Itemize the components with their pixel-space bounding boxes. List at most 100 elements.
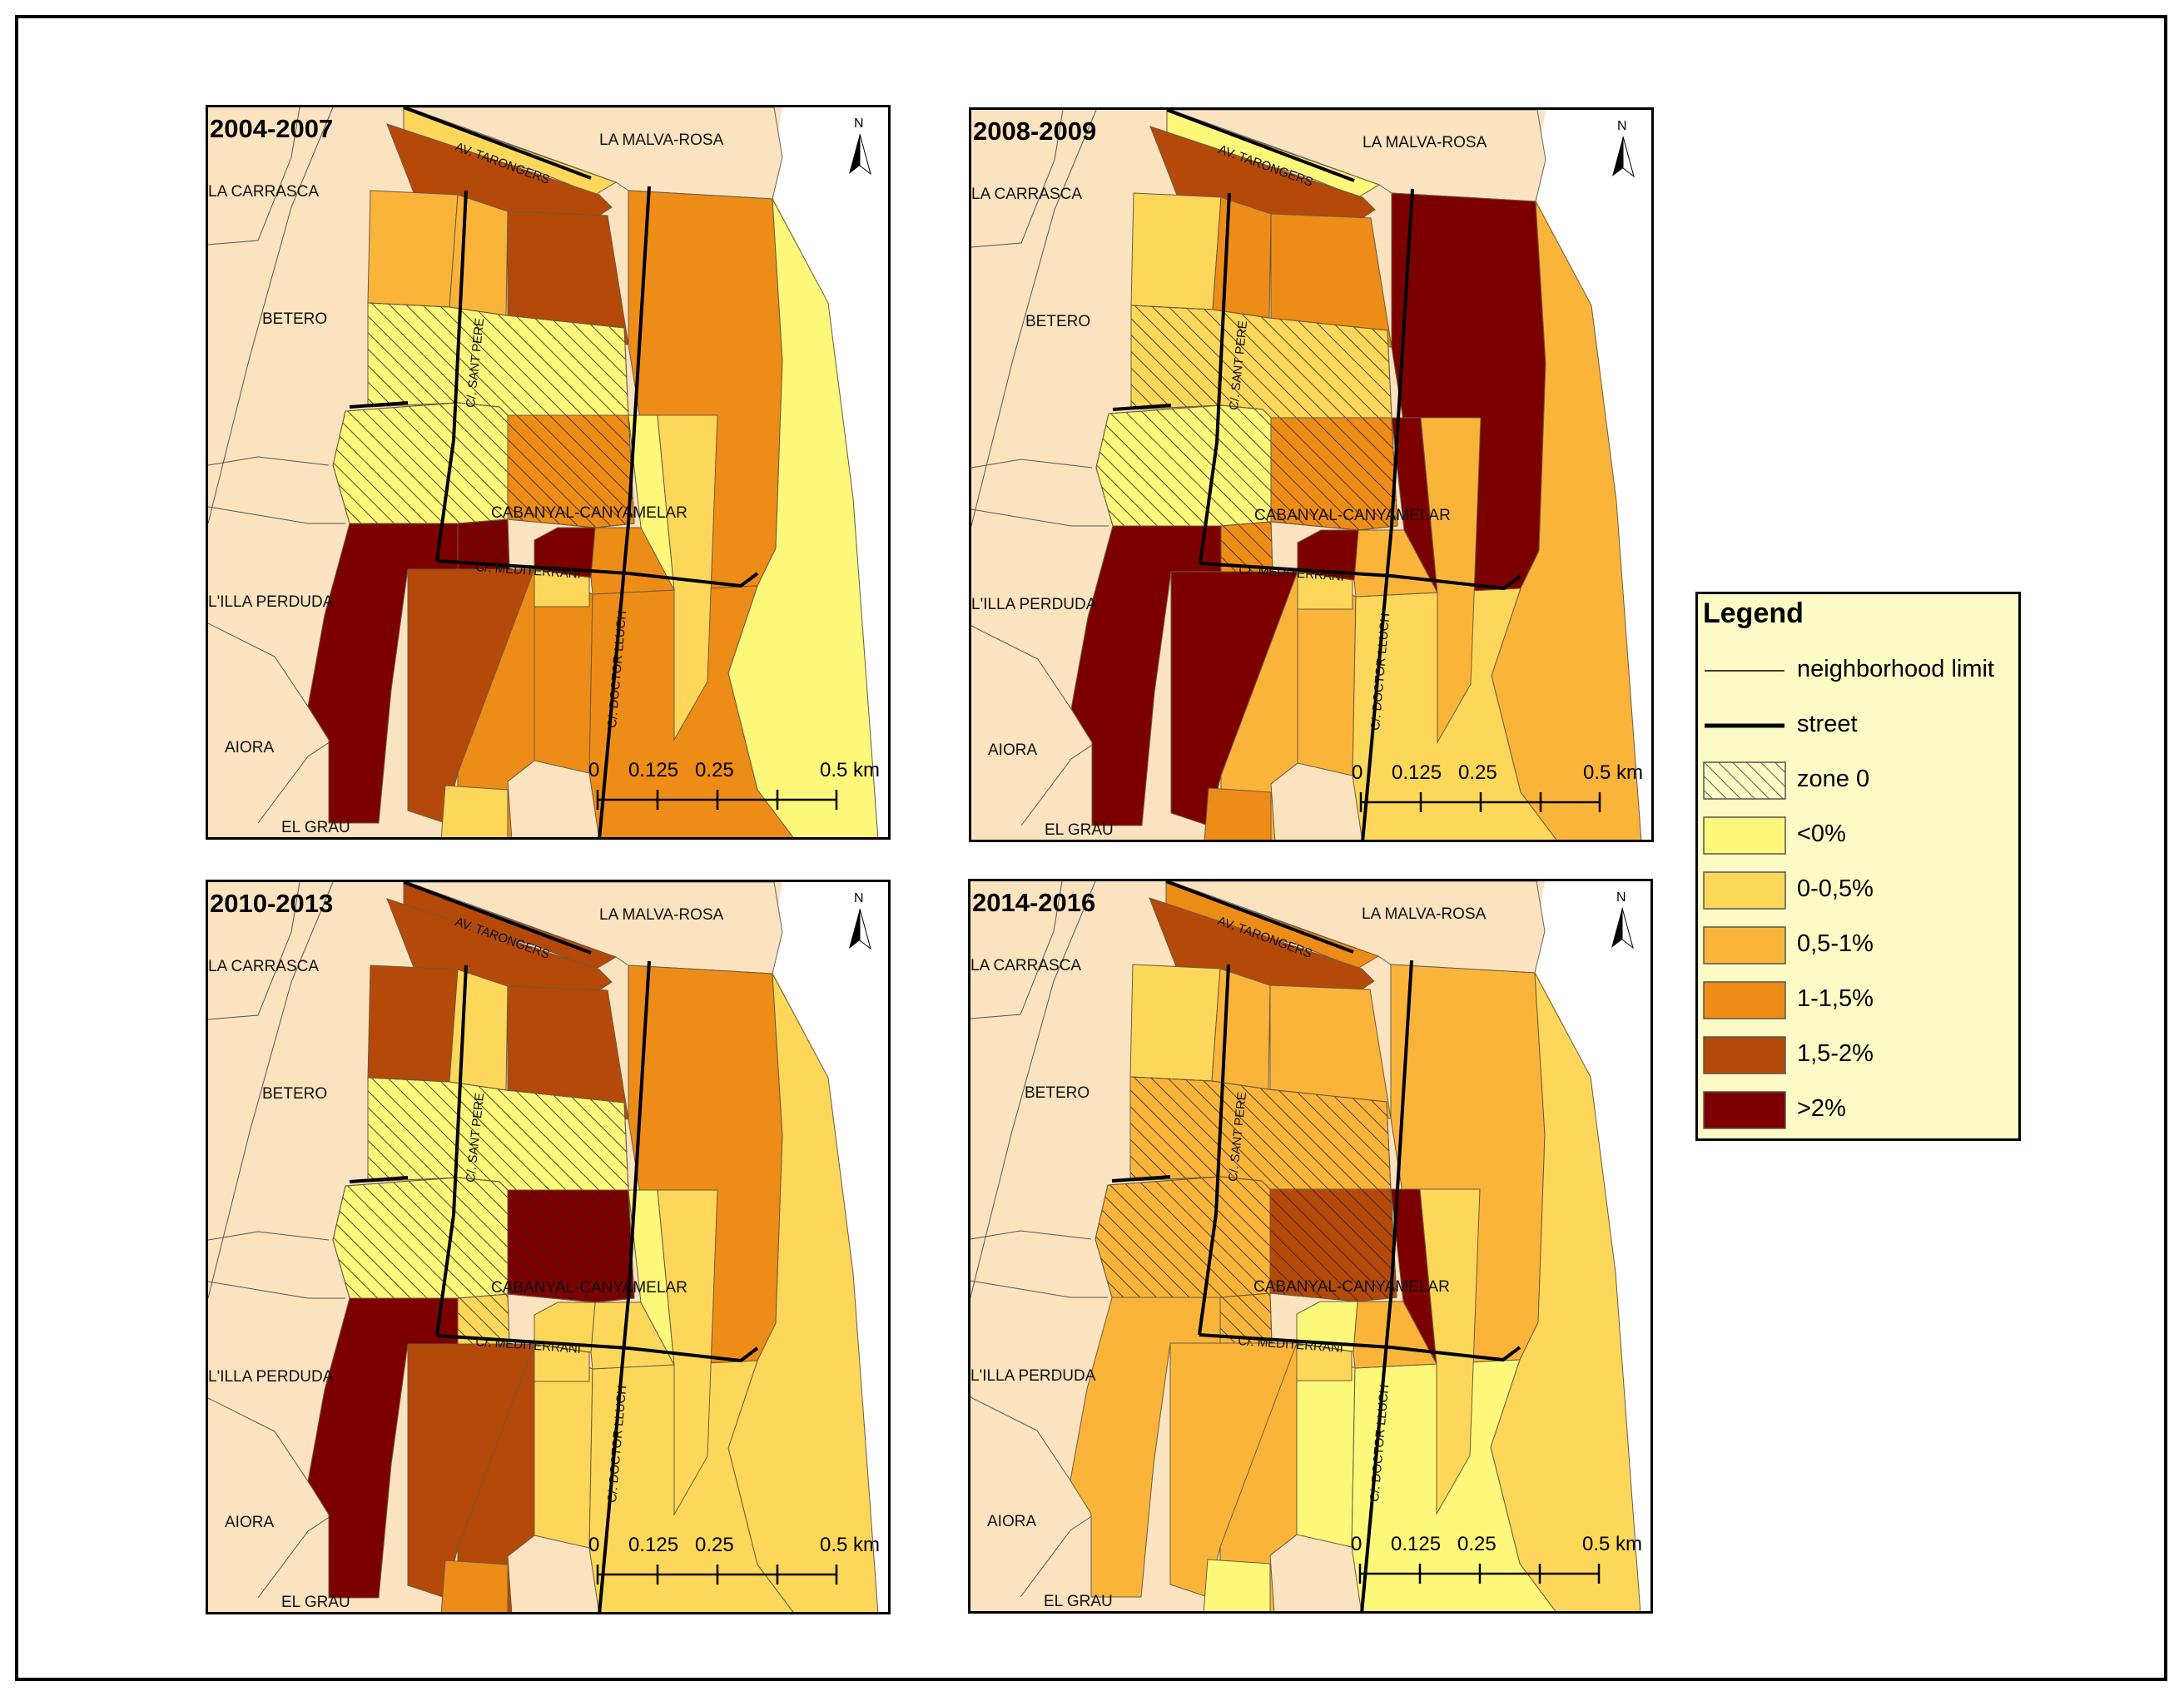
scale-label-0125: 0.125 <box>1391 1533 1442 1555</box>
legend-label: <0% <box>1797 821 1846 847</box>
panel-title: 2010-2013 <box>210 889 334 918</box>
census-block-T <box>457 1343 535 1612</box>
label-la-carrasca: LA CARRASCA <box>208 958 320 975</box>
census-block-D <box>1211 968 1271 1090</box>
scale-label-0125: 0.125 <box>628 759 679 781</box>
label-el-grau: EL GRAU <box>1045 821 1114 839</box>
neighborhood-limit <box>971 508 1109 527</box>
legend-label: 0,5-1% <box>1797 930 1874 957</box>
neighborhood-limit <box>970 1396 1071 1481</box>
street-c-doctor-lluch <box>598 186 651 837</box>
panel-title: 2008-2009 <box>973 117 1097 146</box>
census-block-W <box>657 1189 718 1516</box>
north-label: N <box>854 891 864 905</box>
scale-label-05km: 0.5 km <box>1582 1533 1643 1555</box>
legend-item: 0,5-1% <box>1698 924 2018 967</box>
neighborhood-limit <box>971 110 1097 527</box>
legend-label: street <box>1797 711 1858 737</box>
map-canvas <box>971 110 1651 840</box>
zone0-hatch-O <box>507 414 635 528</box>
census-block-R <box>307 1297 459 1599</box>
street-west-spur <box>1111 1175 1171 1183</box>
neighborhood-limit <box>970 1230 1092 1240</box>
label-aiora: AIORA <box>225 739 275 756</box>
neighborhood-limit <box>257 739 334 824</box>
label-illa-perduda: L'ILLA PERDUDA <box>970 1367 1096 1385</box>
legend: Legend neighborhood limit street zone 0 <0%… <box>1695 592 2021 1141</box>
neighborhood-limit <box>1020 741 1097 826</box>
street-c-mediterrani <box>1199 562 1522 591</box>
sea-area <box>1536 881 1650 1611</box>
label-cabanyal-canyamelar: CABANYAL-CANYAMELAR <box>491 1279 687 1297</box>
label-betero: BETERO <box>1025 1084 1090 1102</box>
census-block-D <box>1212 196 1272 319</box>
street-av-tarongers <box>403 107 592 180</box>
label-la-carrasca: LA CARRASCA <box>971 186 1083 203</box>
zone0-hatch-O <box>1269 1188 1397 1302</box>
census-block-W <box>657 414 718 741</box>
neighborhood-limit <box>208 622 309 707</box>
scale-bar <box>596 1565 838 1584</box>
scale-label-025: 0.25 <box>695 759 734 781</box>
census-block-I <box>1352 588 1557 840</box>
legend-symbol <box>1703 981 1786 1019</box>
neighborhood-limit <box>971 110 1064 248</box>
census-block-Q <box>1297 529 1359 581</box>
scale-label-0125: 0.125 <box>628 1534 679 1556</box>
street-c-doctor-lluch <box>1361 188 1414 840</box>
neighborhood-limit <box>1020 1513 1096 1598</box>
street-c-doctor-lluch <box>598 960 651 1612</box>
street-c-sant-pere <box>1199 192 1231 564</box>
census-block-R <box>1070 1297 1221 1598</box>
label-illa-perduda: L'ILLA PERDUDA <box>208 593 334 611</box>
scale-label-025: 0.25 <box>1457 1533 1497 1555</box>
neighborhood-limit <box>970 881 1063 1019</box>
census-block-C <box>367 190 459 308</box>
label-aiora: AIORA <box>225 1514 275 1531</box>
street-c-sant-pere <box>435 965 468 1336</box>
label-illa-perduda: L'ILLA PERDUDA <box>971 596 1097 613</box>
legend-symbol <box>1703 871 1786 910</box>
census-block-Q <box>534 1302 596 1353</box>
scale-label-05km: 0.5 km <box>1583 761 1644 784</box>
scale-label-0: 0 <box>1352 761 1363 784</box>
map-panel-2014-2016: 2014-2016 LA MALVA-ROSA LA CARRASCA BETERO L… <box>968 879 1653 1614</box>
label-cabanyal-canyamelar: CABANYAL-CANYAMELAR <box>491 504 687 522</box>
neighborhood-limit <box>208 1397 309 1482</box>
label-el-grau: EL GRAU <box>1044 1593 1113 1610</box>
scale-bar <box>1358 1564 1601 1584</box>
census-block-R <box>307 523 459 824</box>
map-canvas <box>208 107 888 837</box>
census-block-U <box>440 785 509 837</box>
legend-symbol <box>1703 1036 1786 1074</box>
legend-symbol <box>1705 723 1784 728</box>
neighborhood-limit <box>970 881 1096 1298</box>
street-c-sant-pere <box>1198 964 1230 1336</box>
label-betero: BETERO <box>262 1085 328 1103</box>
street-c-sant-pere <box>435 190 468 562</box>
zone0-hatch-N <box>1094 1176 1271 1298</box>
legend-symbol <box>1703 761 1786 800</box>
map-panel-2004-2007: 2004-2007 LA MALVA-ROSA LA CARRASCA BETERO L… <box>206 105 891 840</box>
sea-area <box>774 107 888 837</box>
scale-label-0: 0 <box>1351 1533 1363 1555</box>
label-la-carrasca: LA CARRASCA <box>208 183 320 201</box>
census-block-W <box>1420 417 1482 744</box>
street-av-tarongers <box>403 882 592 955</box>
census-block-C <box>1129 964 1221 1082</box>
north-label: N <box>1617 119 1627 133</box>
map-canvas <box>970 881 1650 1611</box>
sea-area <box>774 882 888 1612</box>
street-west-spur <box>349 401 409 409</box>
scale-label-025: 0.25 <box>1458 761 1497 784</box>
neighborhood-limit <box>208 107 300 245</box>
legend-label: >2% <box>1797 1095 1846 1122</box>
zone0-hatch-N <box>1095 404 1272 527</box>
map-panel-2010-2013: 2010-2013 LA MALVA-ROSA LA CARRASCA BETERO L… <box>206 880 891 1614</box>
neighborhood-limit <box>208 506 345 524</box>
legend-label: zone 0 <box>1797 766 1870 792</box>
neighborhood-limit <box>208 1281 345 1299</box>
legend-symbol <box>1703 926 1786 965</box>
label-la-malva-rosa: LA MALVA-ROSA <box>599 131 724 149</box>
census-block-W <box>1419 1188 1481 1515</box>
